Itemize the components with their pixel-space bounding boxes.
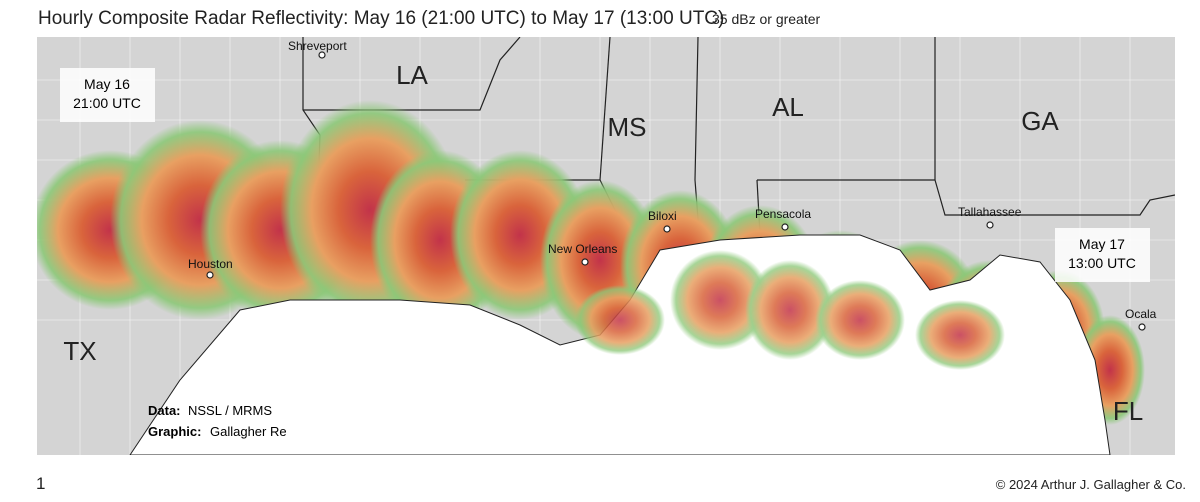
city-dots xyxy=(206,51,1146,331)
radar-offshore xyxy=(575,250,1005,370)
start-box xyxy=(60,68,155,122)
state-label: FL xyxy=(1113,396,1143,426)
end-box xyxy=(1055,228,1150,282)
end-time: 13:00 UTC xyxy=(1068,255,1136,271)
title: Hourly Composite Radar Reflectivity: May… xyxy=(38,8,725,29)
city-label: Ocala xyxy=(1125,307,1157,321)
state-label: GA xyxy=(1021,106,1059,136)
copyright: © 2024 Arthur J. Gallagher & Co. xyxy=(995,477,1186,492)
state-label: AL xyxy=(772,92,804,122)
city-label: Tallahassee xyxy=(958,205,1022,219)
map-body: LA MS AL GA TX FL Shreveport Houston New… xyxy=(37,37,1175,455)
credit-label: Data: xyxy=(148,403,181,418)
start-time: 21:00 UTC xyxy=(73,95,141,111)
city-label: New Orleans xyxy=(548,242,617,256)
credit-value: Gallagher Re xyxy=(210,424,287,439)
subtitle: 35 dBz or greater xyxy=(712,11,821,27)
state-label: LA xyxy=(396,60,428,90)
credit-value: NSSL / MRMS xyxy=(188,403,272,418)
start-date: May 16 xyxy=(84,76,130,92)
credit-label: Graphic: xyxy=(148,424,201,439)
state-label: MS xyxy=(608,112,647,142)
end-date: May 17 xyxy=(1079,236,1125,252)
city-label: Pensacola xyxy=(755,207,811,221)
state-label: TX xyxy=(63,336,96,366)
city-label: Biloxi xyxy=(648,209,677,223)
page-number: 1 xyxy=(36,474,46,493)
city-label: Shreveport xyxy=(288,39,347,53)
city-label: Houston xyxy=(188,257,233,271)
